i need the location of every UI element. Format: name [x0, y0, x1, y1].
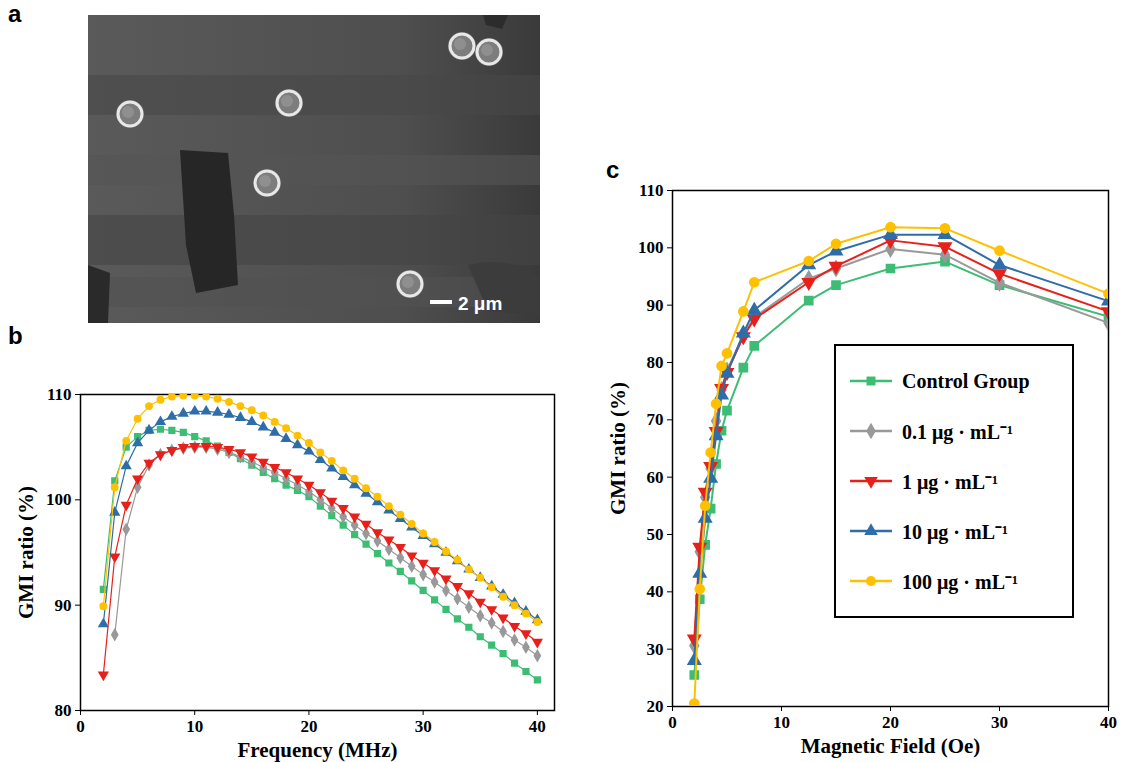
svg-text:90: 90	[55, 596, 72, 615]
svg-text:50: 50	[647, 525, 664, 544]
html-text:c: c	[606, 156, 620, 183]
svg-text:0: 0	[76, 717, 85, 736]
svg-text:10: 10	[773, 713, 790, 732]
svg-text:0: 0	[668, 713, 677, 732]
svg-text:100: 100	[638, 238, 664, 257]
svg-text:100: 100	[46, 490, 72, 509]
svg-text:60: 60	[647, 468, 664, 487]
html-text:10 μg · mL⁻¹: 10 μg · mL⁻¹	[902, 520, 1008, 543]
svg-text:40: 40	[529, 717, 546, 736]
svg-text:40: 40	[1100, 713, 1117, 732]
svg-text:GMI ratio (%): GMI ratio (%)	[606, 382, 630, 515]
html-text:1 μg · mL⁻¹: 1 μg · mL⁻¹	[902, 470, 998, 493]
svg-text:30: 30	[991, 713, 1008, 732]
svg-text:20: 20	[647, 697, 664, 716]
svg-text:10: 10	[186, 717, 203, 736]
svg-text:2 μm: 2 μm	[458, 293, 502, 314]
svg-text:20: 20	[300, 717, 317, 736]
html-text:Control Group: Control Group	[902, 369, 1030, 392]
svg-text:GMI ratio (%): GMI ratio (%)	[14, 486, 38, 619]
svg-text:Frequency (MHz): Frequency (MHz)	[238, 738, 398, 762]
svg-text:30: 30	[415, 717, 432, 736]
svg-text:30: 30	[647, 640, 664, 659]
html-text:100 μg · mL⁻¹: 100 μg · mL⁻¹	[902, 570, 1018, 593]
html-text:0.1 μg · mL⁻¹: 0.1 μg · mL⁻¹	[902, 420, 1013, 443]
svg-text:20: 20	[882, 713, 899, 732]
svg-text:80: 80	[55, 701, 72, 720]
html-text:a: a	[8, 0, 22, 27]
svg-text:90: 90	[647, 296, 664, 315]
svg-text:70: 70	[647, 410, 664, 429]
svg-text:110: 110	[47, 385, 72, 404]
svg-text:110: 110	[639, 181, 664, 200]
svg-text:80: 80	[647, 353, 664, 372]
svg-text:Magnetic Field (Oe): Magnetic Field (Oe)	[801, 734, 981, 758]
html-text:b: b	[8, 322, 23, 349]
svg-text:40: 40	[647, 582, 664, 601]
